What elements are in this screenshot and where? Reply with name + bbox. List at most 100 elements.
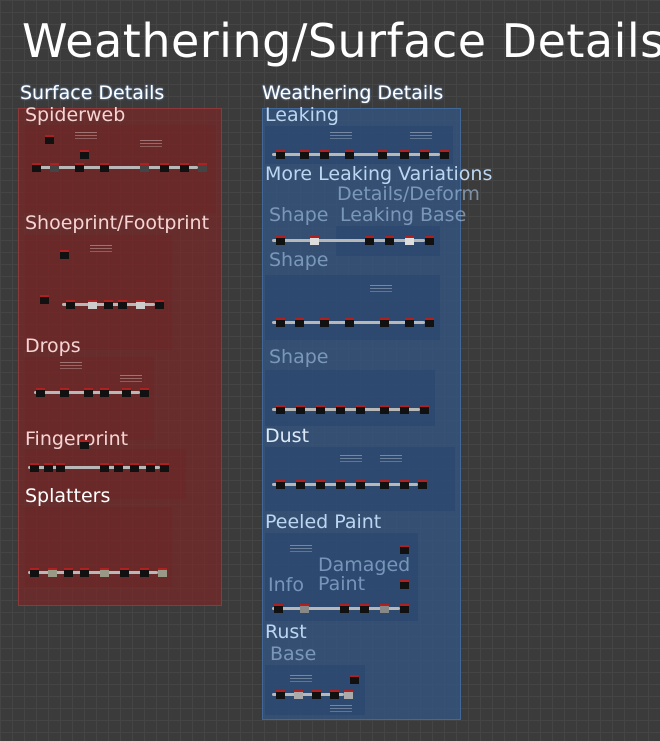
graph-node[interactable]	[316, 480, 325, 489]
graph-node[interactable]	[296, 480, 305, 489]
graph-node[interactable]	[158, 568, 167, 577]
graph-node[interactable]	[320, 318, 329, 327]
graph-node[interactable]	[75, 163, 84, 172]
graph-node[interactable]	[180, 163, 189, 172]
graph-node[interactable]	[80, 568, 89, 577]
shape-frame-2[interactable]	[265, 275, 440, 340]
graph-node[interactable]	[380, 318, 389, 327]
graph-node[interactable]	[130, 463, 139, 472]
graph-node[interactable]	[400, 150, 409, 159]
graph-node[interactable]	[160, 163, 169, 172]
graph-node[interactable]	[420, 405, 429, 414]
graph-node[interactable]	[296, 405, 305, 414]
graph-node[interactable]	[294, 690, 303, 699]
graph-node[interactable]	[136, 300, 145, 309]
graph-node[interactable]	[276, 318, 285, 327]
graph-node[interactable]	[80, 440, 89, 449]
graph-node[interactable]	[336, 405, 345, 414]
graph-node[interactable]	[50, 163, 59, 172]
graph-node[interactable]	[276, 690, 285, 699]
graph-node[interactable]	[66, 300, 75, 309]
graph-node[interactable]	[84, 388, 93, 397]
graph-node[interactable]	[155, 300, 164, 309]
graph-node[interactable]	[118, 300, 127, 309]
graph-node[interactable]	[385, 236, 394, 245]
graph-node[interactable]	[40, 295, 49, 304]
graph-node[interactable]	[425, 236, 434, 245]
graph-node[interactable]	[350, 675, 359, 684]
graph-node[interactable]	[122, 388, 131, 397]
graph-node[interactable]	[400, 405, 409, 414]
graph-node[interactable]	[405, 318, 414, 327]
fingerprint-frame[interactable]	[24, 449, 186, 499]
splatters-frame[interactable]	[24, 507, 172, 587]
graph-node[interactable]	[344, 690, 353, 699]
graph-node[interactable]	[36, 388, 45, 397]
graph-node[interactable]	[88, 300, 97, 309]
graph-node[interactable]	[356, 405, 365, 414]
graph-node[interactable]	[60, 388, 69, 397]
graph-node[interactable]	[380, 405, 389, 414]
graph-node[interactable]	[330, 690, 339, 699]
graph-node[interactable]	[160, 463, 169, 472]
graph-node[interactable]	[360, 604, 369, 613]
graph-node[interactable]	[345, 318, 354, 327]
graph-node[interactable]	[425, 318, 434, 327]
shoeprint-frame[interactable]	[24, 235, 172, 350]
graph-node[interactable]	[48, 568, 57, 577]
graph-node[interactable]	[380, 604, 389, 613]
graph-node[interactable]	[120, 568, 129, 577]
graph-node[interactable]	[30, 568, 39, 577]
graph-node[interactable]	[300, 150, 309, 159]
graph-node[interactable]	[140, 388, 149, 397]
graph-node[interactable]	[295, 318, 304, 327]
graph-node[interactable]	[312, 690, 321, 699]
shape-frame-3[interactable]	[265, 370, 435, 426]
graph-node[interactable]	[400, 480, 409, 489]
graph-node[interactable]	[356, 480, 365, 489]
graph-node[interactable]	[30, 463, 39, 472]
graph-node[interactable]	[440, 150, 449, 159]
graph-node[interactable]	[56, 463, 65, 472]
graph-node[interactable]	[32, 163, 41, 172]
graph-node[interactable]	[345, 150, 354, 159]
graph-node[interactable]	[146, 463, 155, 472]
graph-node[interactable]	[100, 463, 109, 472]
graph-node[interactable]	[300, 604, 309, 613]
graph-node[interactable]	[316, 405, 325, 414]
drops-frame[interactable]	[24, 357, 154, 440]
graph-node[interactable]	[44, 463, 53, 472]
graph-node[interactable]	[276, 150, 285, 159]
graph-node[interactable]	[140, 568, 149, 577]
graph-node[interactable]	[274, 604, 283, 613]
graph-node[interactable]	[276, 405, 285, 414]
graph-node[interactable]	[380, 480, 389, 489]
graph-node[interactable]	[420, 150, 429, 159]
graph-node[interactable]	[340, 604, 349, 613]
graph-node[interactable]	[336, 480, 345, 489]
graph-node[interactable]	[100, 568, 109, 577]
graph-node[interactable]	[320, 150, 329, 159]
graph-node[interactable]	[378, 150, 387, 159]
graph-node[interactable]	[400, 604, 409, 613]
graph-node[interactable]	[100, 163, 109, 172]
graph-node[interactable]	[114, 463, 123, 472]
graph-node[interactable]	[276, 236, 285, 245]
graph-node[interactable]	[276, 480, 285, 489]
graph-node[interactable]	[365, 236, 374, 245]
node-connection	[28, 466, 160, 469]
graph-node[interactable]	[310, 236, 319, 245]
dust-frame[interactable]	[265, 447, 455, 511]
graph-node[interactable]	[64, 568, 73, 577]
graph-node[interactable]	[100, 388, 109, 397]
graph-node[interactable]	[45, 135, 54, 144]
graph-node[interactable]	[405, 236, 414, 245]
graph-node[interactable]	[400, 545, 409, 554]
graph-node[interactable]	[60, 250, 69, 259]
graph-node[interactable]	[198, 163, 207, 172]
graph-node[interactable]	[418, 480, 427, 489]
graph-node[interactable]	[140, 163, 149, 172]
graph-node[interactable]	[400, 580, 409, 589]
graph-node[interactable]	[80, 150, 89, 159]
graph-node[interactable]	[104, 300, 113, 309]
